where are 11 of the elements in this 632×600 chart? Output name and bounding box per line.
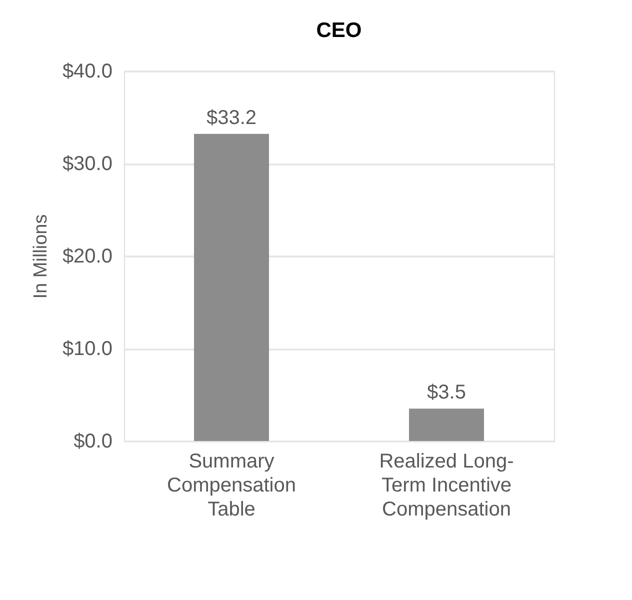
y-axis-title: In Millions (30, 214, 52, 299)
y-tick-label: $20.0 (62, 246, 112, 268)
x-tick-label: Realized Long-Term Incentive Compensation (379, 450, 514, 520)
y-tick-label: $10.0 (62, 338, 112, 360)
data-label: $33.2 (206, 106, 257, 129)
y-tick-label: $30.0 (62, 153, 112, 175)
chart-title: CEO (316, 19, 362, 42)
data-label: $3.5 (427, 382, 466, 404)
x-tick-label: Summary Compensation Table (167, 450, 296, 520)
y-tick-label: $40.0 (62, 60, 112, 82)
y-tick-label: $0.0 (74, 430, 112, 452)
